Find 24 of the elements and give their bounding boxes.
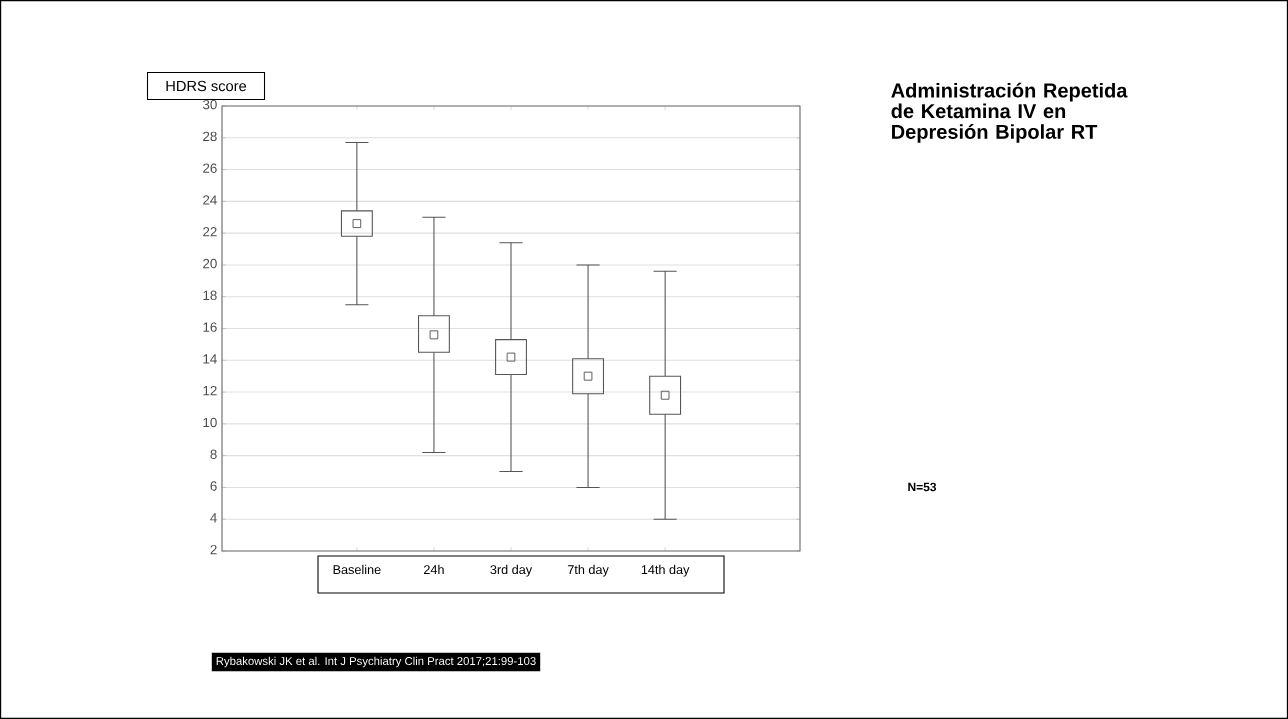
text: Administración Repetida de Ketamina IV en Depresión Bipolar RT xyxy=(891,82,1128,143)
y-tick-label: 26 xyxy=(203,163,217,173)
text: Rybakowski JK et al. Int J Psychiatry Clin Pract 2017;21:99-103 xyxy=(216,656,536,668)
y-tick-label: 24 xyxy=(203,195,217,205)
x-tick-label: Baseline xyxy=(333,564,381,575)
y-tick-label: 4 xyxy=(210,513,217,523)
x-tick-label: 3rd day xyxy=(490,564,533,577)
y-tick-label: 28 xyxy=(203,131,217,142)
y-axis-title: HDRS score xyxy=(166,80,247,92)
y-tick-label: 16 xyxy=(203,322,217,332)
y-tick-label: 10 xyxy=(203,417,217,428)
y-tick-label: 12 xyxy=(203,385,217,396)
y-tick-label: 14 xyxy=(203,354,217,364)
x-tick-label: 24h xyxy=(424,564,444,574)
y-tick-label: 22 xyxy=(203,227,217,237)
y-tick-label: 30 xyxy=(202,99,217,110)
y-tick-label: 18 xyxy=(203,290,217,301)
y-tick-label: 2 xyxy=(210,544,217,555)
x-tick-label: 14th day xyxy=(641,564,690,577)
y-tick-label: 20 xyxy=(203,258,217,269)
y-tick-label: 6 xyxy=(210,481,217,491)
text: N=53 xyxy=(908,482,937,492)
x-tick-label: 7th day xyxy=(567,564,609,577)
y-tick-label: 8 xyxy=(210,449,217,459)
